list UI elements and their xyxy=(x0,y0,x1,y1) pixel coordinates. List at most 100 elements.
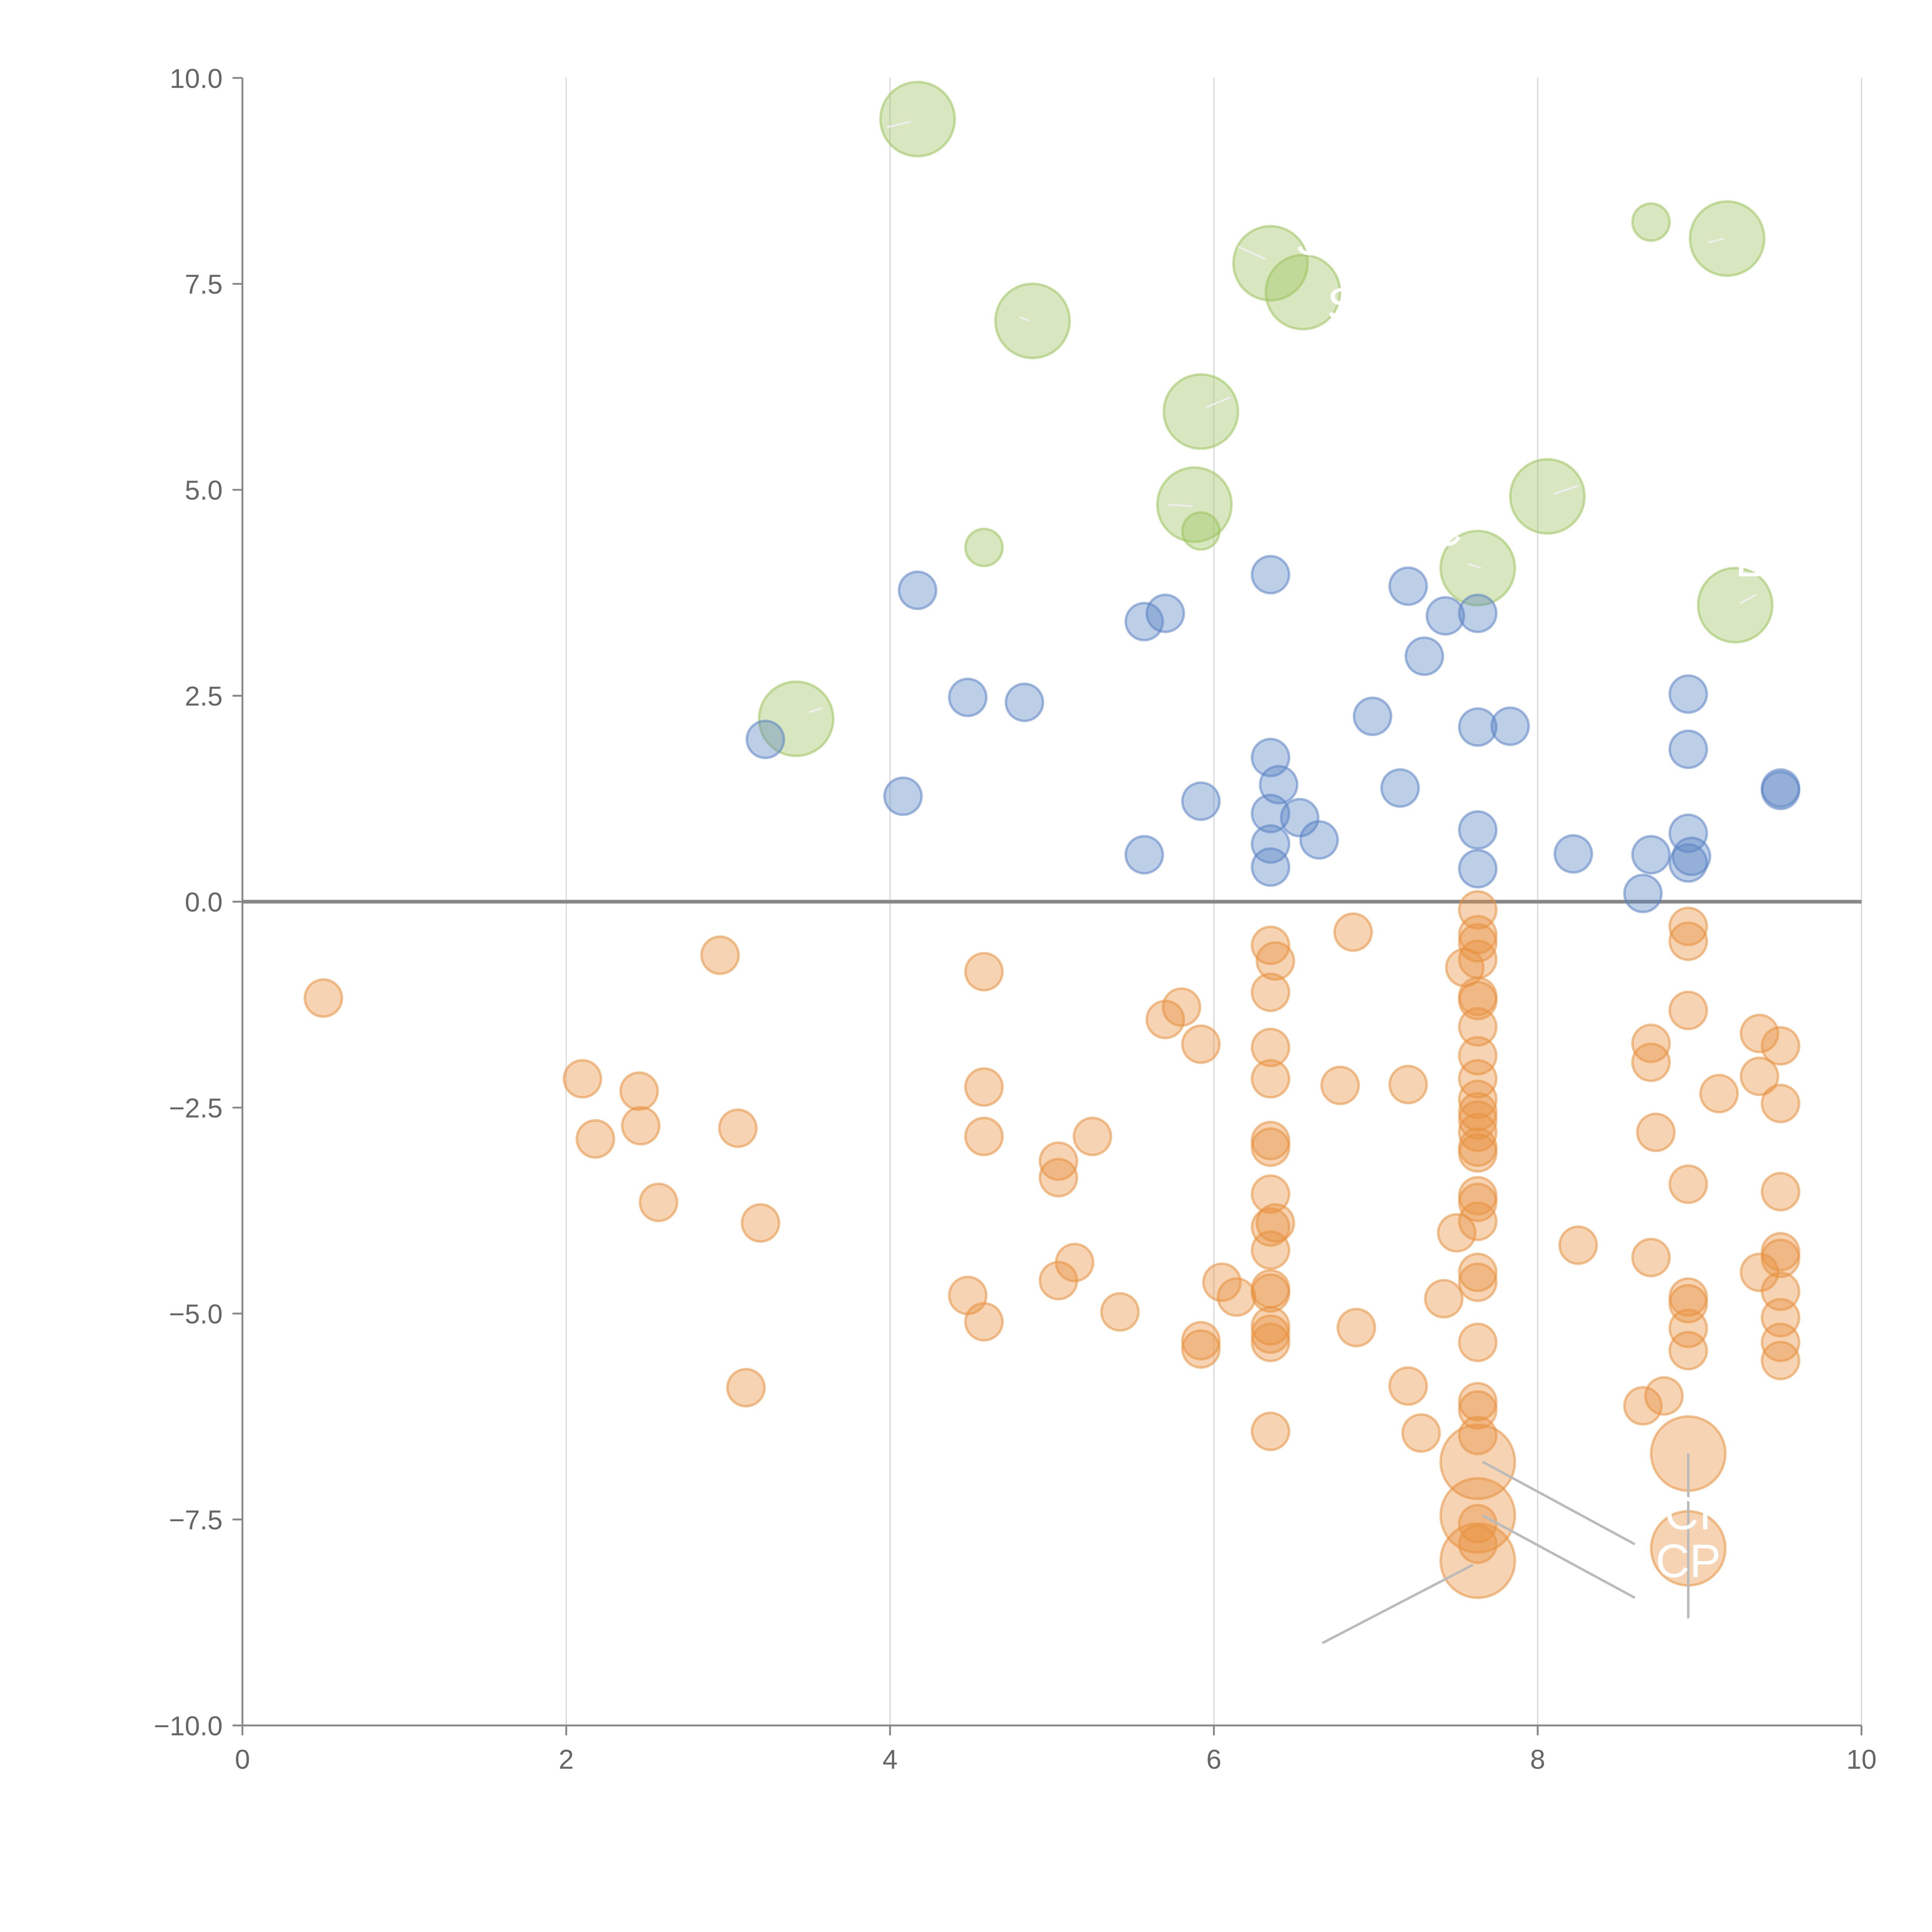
annotation-leader xyxy=(1205,396,1231,408)
orange-point xyxy=(1760,1172,1801,1212)
annotation-leader xyxy=(1238,246,1266,260)
orange-point xyxy=(1250,1412,1291,1451)
orange-point xyxy=(1458,939,1498,979)
orange-point xyxy=(1699,1074,1739,1114)
orange-point xyxy=(563,1059,602,1099)
blue-point xyxy=(1553,834,1593,874)
orange-point xyxy=(1181,1329,1221,1369)
leader-line xyxy=(1321,1563,1474,1645)
annotation-label: C xyxy=(1429,503,1463,556)
blue-point xyxy=(1250,794,1291,833)
orange-point xyxy=(1458,1252,1498,1293)
orange-point xyxy=(718,1108,758,1148)
orange-point xyxy=(1437,1213,1477,1253)
orange-point xyxy=(1250,1314,1291,1354)
orange-point xyxy=(1760,1340,1801,1381)
annotation-leader xyxy=(1740,594,1757,604)
orange-point xyxy=(1337,1308,1376,1347)
orange-point xyxy=(619,1071,659,1111)
orange-point xyxy=(1760,1238,1801,1278)
blue-point xyxy=(883,776,923,816)
orange-point xyxy=(1145,1000,1185,1039)
orange-point xyxy=(1458,1133,1498,1173)
orange-point xyxy=(964,1116,1004,1156)
blue-point xyxy=(1250,554,1291,595)
blue-point xyxy=(1458,810,1498,850)
annotation-label: L xyxy=(1735,534,1761,586)
blue-point xyxy=(1623,874,1663,913)
blue-point xyxy=(1672,837,1711,876)
orange-point xyxy=(303,978,344,1018)
leader-line xyxy=(1482,1514,1636,1599)
orange-point xyxy=(1320,1065,1360,1105)
blue-point xyxy=(948,677,988,718)
green-point xyxy=(1689,200,1765,277)
green-point xyxy=(1162,373,1240,450)
x-tick-label: 6 xyxy=(1206,1744,1221,1774)
orange-point xyxy=(1458,1382,1498,1422)
y-tick-label: 7.5 xyxy=(185,269,223,299)
x-tick-label: 2 xyxy=(559,1744,574,1774)
green-point xyxy=(1264,253,1342,331)
orange-point xyxy=(1073,1116,1112,1156)
blue-point xyxy=(1181,781,1221,821)
orange-point xyxy=(726,1368,766,1408)
blue-point xyxy=(1404,636,1444,676)
orange-point xyxy=(1255,941,1295,981)
annotation-leader xyxy=(886,121,912,128)
x-tick-label: 4 xyxy=(883,1744,898,1774)
orange-point xyxy=(639,1182,679,1222)
orange-point xyxy=(1458,1201,1498,1241)
orange-point xyxy=(1668,921,1708,961)
orange-point xyxy=(1250,1174,1291,1214)
orange-point xyxy=(1760,1083,1801,1124)
orange-point xyxy=(1039,1158,1078,1197)
orange-point xyxy=(700,935,740,975)
orange-point xyxy=(1250,1027,1291,1068)
orange-point xyxy=(1458,1112,1498,1152)
orange-point xyxy=(1202,1262,1242,1302)
blue-point xyxy=(1145,594,1185,633)
orange-point xyxy=(1458,1092,1498,1132)
green-point xyxy=(758,680,835,757)
y-tick-label: 2.5 xyxy=(185,681,223,711)
orange-point xyxy=(964,1067,1004,1107)
orange-point xyxy=(1250,1273,1291,1313)
annotation-leader xyxy=(1553,485,1579,495)
y-tick-label: −5.0 xyxy=(169,1299,223,1329)
orange-point xyxy=(1458,1036,1498,1076)
orange-point xyxy=(1458,1100,1498,1140)
orange-point xyxy=(1250,1306,1291,1346)
orange-point xyxy=(1250,972,1291,1012)
orange-point xyxy=(741,1203,781,1243)
green-point xyxy=(1631,202,1671,242)
blue-point xyxy=(1458,594,1498,633)
orange-point xyxy=(1740,1056,1779,1096)
y-tick-label: −10.0 xyxy=(154,1711,223,1741)
blue-point xyxy=(1425,596,1465,636)
green-point xyxy=(1181,511,1221,551)
orange-point xyxy=(1039,1141,1078,1181)
green-point xyxy=(964,527,1004,568)
orange-point xyxy=(1668,1308,1708,1349)
orange-point xyxy=(1458,1079,1498,1119)
orange-point xyxy=(1388,1366,1428,1406)
green-point xyxy=(1439,529,1516,607)
blue-point xyxy=(1299,820,1339,860)
y-tick-label: 10.0 xyxy=(170,63,223,94)
annotation-label: CP xyxy=(1656,1535,1721,1587)
green-point xyxy=(1509,458,1586,535)
y-tick-label: −7.5 xyxy=(169,1505,223,1535)
annotation-leader xyxy=(1707,238,1724,244)
x-tick-label: 8 xyxy=(1530,1744,1545,1774)
blue-point xyxy=(745,719,786,759)
green-point xyxy=(879,81,956,158)
y-tick-label: −2.5 xyxy=(169,1093,223,1123)
blue-point xyxy=(1458,849,1498,889)
orange-point xyxy=(1388,1065,1428,1105)
annotation-label: S xyxy=(1295,213,1327,265)
orange-point xyxy=(1631,1238,1671,1277)
annotation-leaders xyxy=(809,121,1757,1645)
green-point xyxy=(994,282,1071,359)
